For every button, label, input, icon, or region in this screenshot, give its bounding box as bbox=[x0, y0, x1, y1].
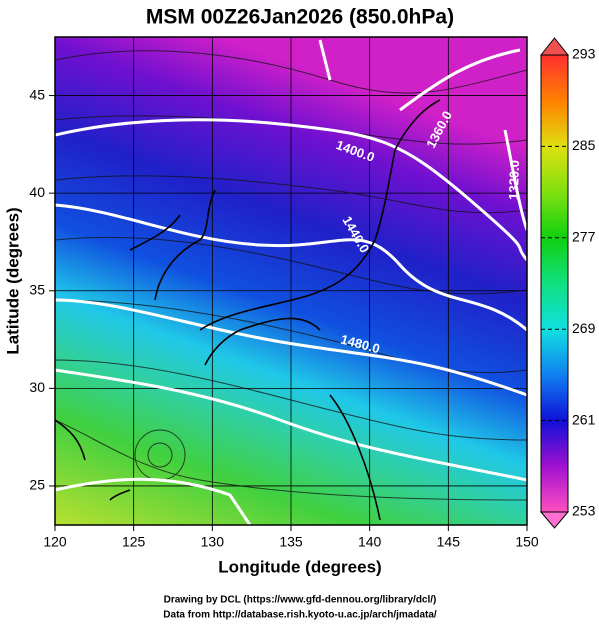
colorbar-tick-label: 253 bbox=[572, 503, 596, 519]
colorbar-tick-label: 277 bbox=[572, 229, 596, 245]
x-tick-label: 140 bbox=[358, 534, 382, 550]
colorbar-bottom-arrow bbox=[539, 511, 570, 529]
colorbar-top-arrow bbox=[539, 37, 570, 56]
y-tick-label: 30 bbox=[29, 379, 45, 395]
credit: Data from http://database.rish.kyoto-u.a… bbox=[163, 610, 437, 621]
colorbar bbox=[540, 54, 569, 513]
x-tick-label: 120 bbox=[43, 534, 67, 550]
x-tick-label: 125 bbox=[122, 534, 146, 550]
x-tick-label: 130 bbox=[201, 534, 225, 550]
contours bbox=[55, 39, 527, 525]
y-tick-label: 25 bbox=[29, 477, 45, 493]
colorbar-tick-label: 261 bbox=[572, 411, 596, 427]
contour-label: 1320.0 bbox=[506, 160, 522, 200]
x-tick-label: 150 bbox=[515, 534, 539, 550]
y-tick-label: 40 bbox=[29, 184, 45, 200]
coastlines bbox=[55, 99, 441, 521]
y-tick-label: 35 bbox=[29, 281, 45, 297]
y-tick-label: 45 bbox=[29, 86, 45, 102]
credit: Drawing by DCL (https://www.gfd-dennou.o… bbox=[164, 595, 437, 606]
title: MSM 00Z26Jan2026 (850.0hPa) bbox=[146, 6, 454, 29]
y-axis-label: Latitude (degrees) bbox=[3, 207, 22, 354]
x-axis-label: Longitude (degrees) bbox=[218, 557, 381, 576]
colorbar-tick-label: 285 bbox=[572, 137, 596, 153]
colorbar-tick-label: 269 bbox=[572, 320, 596, 336]
colorbar-tick-label: 293 bbox=[572, 46, 596, 62]
x-tick-label: 135 bbox=[279, 534, 303, 550]
x-tick-label: 145 bbox=[437, 534, 461, 550]
